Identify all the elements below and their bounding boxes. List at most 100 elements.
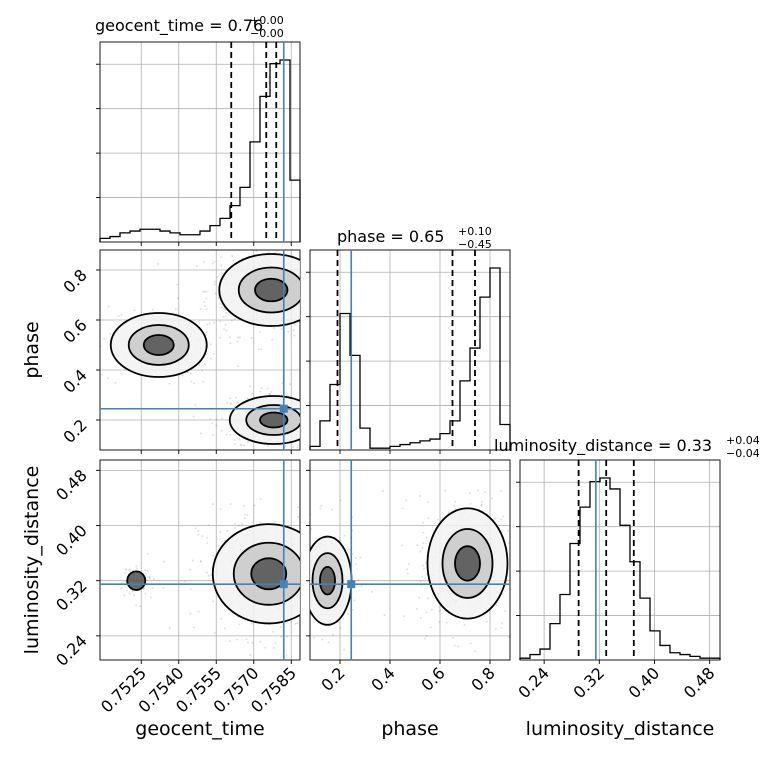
sample-point — [331, 633, 334, 636]
sample-point — [176, 297, 179, 300]
sample-point — [259, 330, 262, 333]
sample-point — [302, 429, 304, 431]
tick-label-phase: 0.4 — [367, 663, 398, 694]
sample-point — [209, 343, 212, 346]
sample-point — [307, 620, 309, 622]
sample-point — [329, 283, 331, 285]
sample-point — [310, 533, 311, 535]
sample-point — [199, 559, 202, 562]
sample-point — [264, 646, 267, 649]
sample-point — [114, 381, 117, 384]
sample-point — [142, 587, 145, 590]
sample-point — [457, 645, 460, 648]
sample-point — [303, 293, 305, 295]
sample-point — [266, 387, 269, 390]
sample-point — [275, 455, 277, 457]
sample-point — [514, 542, 516, 544]
sample-point — [308, 309, 310, 311]
histogram-step-phase — [309, 267, 511, 450]
sample-point — [359, 606, 361, 608]
sample-point — [218, 302, 221, 305]
sample-point — [351, 552, 354, 555]
sample-point — [275, 250, 278, 252]
sample-point — [229, 503, 232, 506]
title-main: geocent_time = 0.76 — [95, 16, 263, 36]
sample-point — [234, 522, 237, 525]
sample-point — [215, 424, 218, 427]
sample-point — [513, 560, 515, 562]
sample-point — [339, 539, 342, 542]
sample-point — [224, 323, 227, 326]
sample-point — [313, 308, 315, 310]
sample-point — [243, 444, 246, 447]
sample-point — [484, 491, 487, 494]
tick-label-phase: 0.2 — [317, 663, 348, 694]
line-layer — [100, 42, 597, 660]
sample-point — [305, 295, 307, 297]
sample-point — [272, 646, 275, 649]
contour-level — [142, 334, 175, 356]
sample-point — [268, 238, 270, 240]
sample-point — [480, 503, 483, 506]
sample-point — [219, 508, 222, 511]
sample-point — [313, 442, 315, 444]
sample-point — [132, 594, 135, 597]
sample-point — [430, 608, 433, 611]
sample-point — [313, 430, 315, 432]
sample-point — [201, 290, 204, 293]
sample-point — [270, 390, 273, 393]
sample-point — [469, 642, 472, 645]
sample-point — [307, 311, 309, 313]
sample-point — [511, 586, 513, 588]
axes-frame — [309, 249, 511, 451]
sample-point — [149, 596, 152, 599]
sample-point — [426, 500, 429, 503]
sample-point — [225, 433, 228, 436]
sample-point — [303, 521, 305, 523]
y-axis-label-luminosity-distance: luminosity_distance — [21, 466, 43, 655]
histogram-geocent-time — [99, 42, 301, 242]
sample-point — [416, 544, 419, 547]
sample-point — [329, 298, 331, 300]
sample-point — [222, 328, 225, 331]
sample-point — [521, 583, 523, 585]
sample-point — [463, 623, 466, 626]
sample-point — [120, 581, 123, 584]
sample-point — [146, 576, 149, 579]
tick-label-phase: 0.4 — [59, 365, 90, 396]
sample-point — [199, 560, 202, 563]
sample-point — [357, 578, 360, 581]
sample-point — [214, 292, 217, 295]
sample-point — [144, 592, 147, 595]
sample-point — [220, 417, 223, 420]
sample-point — [454, 500, 457, 503]
sample-point — [286, 394, 289, 397]
sample-point — [438, 605, 441, 608]
sample-point — [243, 517, 246, 520]
sample-point — [232, 259, 235, 262]
sample-point — [203, 290, 206, 293]
sample-point — [197, 533, 200, 536]
sample-point — [480, 500, 483, 503]
sample-point — [312, 410, 314, 412]
sample-point — [308, 423, 310, 425]
sample-point — [301, 424, 303, 426]
sample-point — [473, 650, 476, 653]
sample-point — [230, 402, 233, 405]
sample-point — [343, 298, 345, 300]
sample-point — [301, 294, 303, 296]
sample-point — [205, 297, 208, 300]
sample-point — [146, 552, 149, 555]
sample-point — [353, 599, 356, 602]
sample-point — [192, 626, 195, 629]
sample-point — [453, 504, 456, 507]
sample-point — [209, 417, 212, 420]
sample-point — [301, 280, 303, 282]
sample-point — [304, 511, 306, 513]
sample-point — [500, 626, 503, 629]
sample-point — [315, 431, 317, 433]
sample-point — [452, 637, 455, 640]
sample-point — [219, 531, 222, 534]
sample-point — [124, 571, 127, 574]
